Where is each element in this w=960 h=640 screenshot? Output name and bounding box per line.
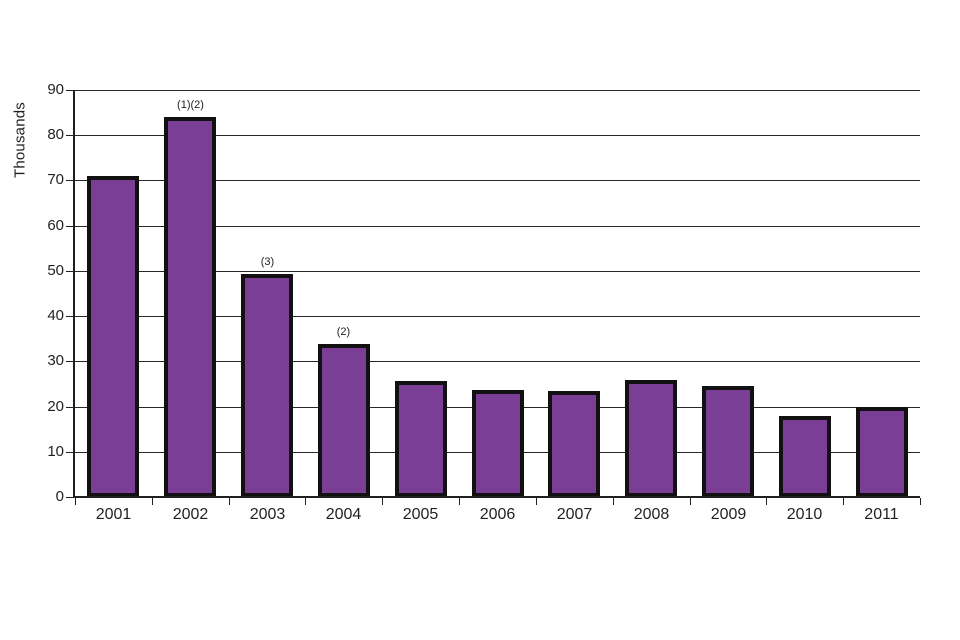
y-tick-label-40: 40 bbox=[47, 307, 64, 324]
x-tick-label-2005: 2005 bbox=[402, 506, 439, 523]
bar-2011 bbox=[856, 407, 908, 497]
x-tick-label-2010: 2010 bbox=[786, 506, 823, 523]
gridline-30 bbox=[75, 361, 920, 362]
y-tick-label-20: 20 bbox=[47, 398, 64, 415]
y-tick-60 bbox=[66, 226, 74, 227]
x-tick-4 bbox=[382, 498, 383, 505]
x-tick-5 bbox=[459, 498, 460, 505]
x-tick-label-2008: 2008 bbox=[633, 506, 670, 523]
x-tick-6 bbox=[536, 498, 537, 505]
x-tick-label-2006: 2006 bbox=[479, 506, 516, 523]
y-tick-10 bbox=[66, 452, 74, 453]
y-tick-70 bbox=[66, 180, 74, 181]
gridline-50 bbox=[75, 271, 920, 272]
y-tick-label-0: 0 bbox=[55, 488, 64, 505]
x-tick-1 bbox=[152, 498, 153, 505]
gridline-60 bbox=[75, 226, 920, 227]
x-tick-label-2007: 2007 bbox=[556, 506, 593, 523]
x-tick-label-2011: 2011 bbox=[864, 506, 899, 523]
gridline-80 bbox=[75, 135, 920, 136]
x-tick-label-2004: 2004 bbox=[325, 506, 362, 523]
y-tick-label-50: 50 bbox=[47, 262, 64, 279]
bar-2004 bbox=[318, 344, 370, 497]
y-tick-label-30: 30 bbox=[47, 352, 64, 369]
y-tick-80 bbox=[66, 135, 74, 136]
gridline-90 bbox=[75, 90, 920, 91]
x-tick-3 bbox=[305, 498, 306, 505]
y-tick-label-60: 60 bbox=[47, 217, 64, 234]
y-tick-50 bbox=[66, 271, 74, 272]
y-tick-90 bbox=[66, 90, 74, 91]
y-tick-label-70: 70 bbox=[47, 171, 64, 188]
x-tick-11 bbox=[920, 498, 921, 505]
x-tick-9 bbox=[766, 498, 767, 505]
bar-2005 bbox=[395, 381, 447, 497]
bar-2006 bbox=[472, 390, 524, 497]
gridline-40 bbox=[75, 316, 920, 317]
x-tick-label-2001: 2001 bbox=[95, 506, 132, 523]
annotation-2004: (2) bbox=[336, 326, 351, 338]
bar-2009 bbox=[702, 386, 754, 497]
x-tick-label-2002: 2002 bbox=[172, 506, 209, 523]
bar-2010 bbox=[779, 416, 831, 497]
x-tick-7 bbox=[613, 498, 614, 505]
bar-2001 bbox=[87, 176, 139, 497]
y-tick-label-80: 80 bbox=[47, 126, 64, 143]
bar-2002 bbox=[164, 117, 216, 497]
bar-2008 bbox=[625, 380, 677, 497]
y-axis-line bbox=[73, 90, 75, 498]
y-tick-20 bbox=[66, 407, 74, 408]
bar-2007 bbox=[548, 391, 600, 497]
y-tick-0 bbox=[66, 497, 74, 498]
annotation-2002: (1)(2) bbox=[177, 99, 204, 111]
annotation-2003: (3) bbox=[260, 256, 275, 268]
x-axis-line bbox=[73, 496, 920, 498]
y-tick-30 bbox=[66, 361, 74, 362]
gridline-70 bbox=[75, 180, 920, 181]
x-tick-0 bbox=[75, 498, 76, 505]
bar-2003 bbox=[241, 274, 293, 497]
x-tick-10 bbox=[843, 498, 844, 505]
y-tick-40 bbox=[66, 316, 74, 317]
y-tick-label-90: 90 bbox=[47, 81, 64, 98]
y-tick-label-10: 10 bbox=[47, 443, 64, 460]
x-tick-2 bbox=[229, 498, 230, 505]
x-tick-label-2003: 2003 bbox=[249, 506, 286, 523]
x-tick-8 bbox=[690, 498, 691, 505]
x-tick-label-2009: 2009 bbox=[710, 506, 747, 523]
